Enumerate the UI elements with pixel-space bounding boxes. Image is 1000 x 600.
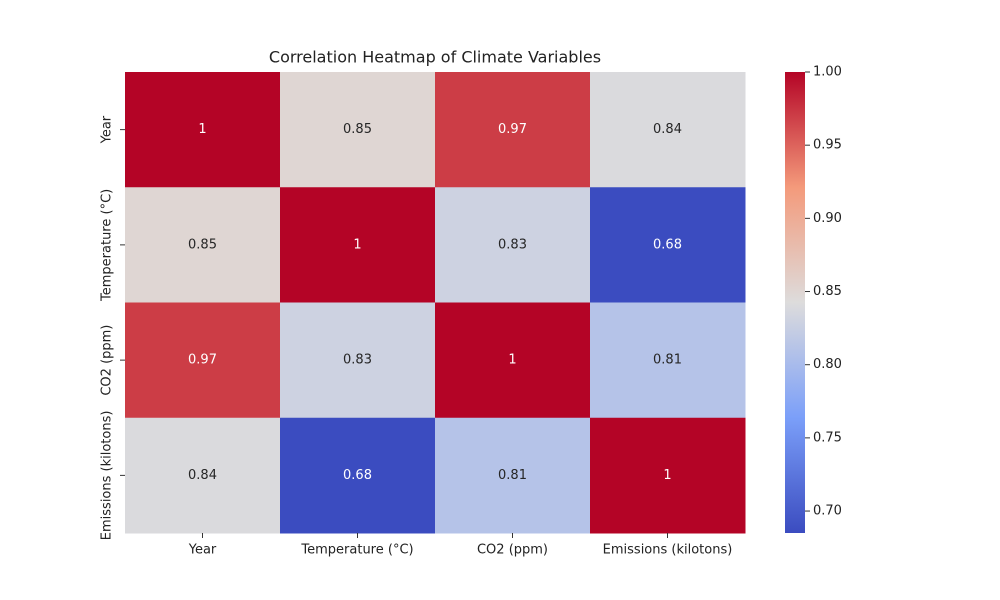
heatmap-cell xyxy=(280,302,436,419)
chart-title: Correlation Heatmap of Climate Variables xyxy=(269,48,601,67)
heatmap-cell xyxy=(435,302,591,419)
cell-label: 0.81 xyxy=(498,468,527,483)
cell-label: 0.68 xyxy=(343,468,372,483)
colorbar-tick-label: 1.00 xyxy=(813,65,842,80)
colorbar-tick-label: 0.80 xyxy=(813,357,842,372)
heatmap-cell xyxy=(280,187,436,303)
x-tick-label: Year xyxy=(188,543,217,558)
heatmap-cell xyxy=(590,302,746,419)
y-tick-label: CO2 (ppm) xyxy=(100,325,115,396)
cell-label: 0.84 xyxy=(653,122,682,137)
cell-label: 0.81 xyxy=(653,353,682,368)
heatmap-cell xyxy=(435,417,591,534)
cell-label: 0.85 xyxy=(343,122,372,137)
y-tick-label: Year xyxy=(100,115,115,144)
cell-label: 1 xyxy=(508,353,516,368)
cell-label: 0.83 xyxy=(498,237,527,252)
cell-label: 0.97 xyxy=(498,122,527,137)
heatmap-cell xyxy=(590,417,746,534)
heatmap-cell xyxy=(125,187,281,303)
cell-label: 1 xyxy=(198,122,206,137)
cell-label: 0.84 xyxy=(188,468,217,483)
cell-label: 0.83 xyxy=(343,353,372,368)
colorbar-tick-label: 0.70 xyxy=(813,504,842,519)
heatmap-cell xyxy=(280,72,436,188)
x-tick-label: Temperature (°C) xyxy=(300,543,413,558)
heatmap-cell xyxy=(280,417,436,534)
y-tick-label: Temperature (°C) xyxy=(100,189,115,302)
heatmap-cell xyxy=(125,302,281,419)
heatmap-cell xyxy=(590,187,746,303)
colorbar-tick-label: 0.85 xyxy=(813,284,842,299)
colorbar-tick-label: 0.90 xyxy=(813,211,842,226)
heatmap-cell xyxy=(125,72,281,188)
heatmap-cell xyxy=(125,417,281,534)
cell-label: 1 xyxy=(353,237,361,252)
x-tick-label: Emissions (kilotons) xyxy=(603,543,733,558)
heatmap-cell xyxy=(435,72,591,188)
colorbar xyxy=(785,72,805,533)
x-tick-label: CO2 (ppm) xyxy=(477,543,548,558)
cell-label: 0.97 xyxy=(188,353,217,368)
cell-label: 1 xyxy=(663,468,671,483)
colorbar-tick-label: 0.75 xyxy=(813,430,842,445)
y-tick-label: Emissions (kilotons) xyxy=(100,411,115,541)
cell-label: 0.68 xyxy=(653,237,682,252)
heatmap-cell xyxy=(590,72,746,188)
colorbar-tick-label: 0.95 xyxy=(813,138,842,153)
heatmap-cell xyxy=(435,187,591,303)
cell-label: 0.85 xyxy=(188,237,217,252)
